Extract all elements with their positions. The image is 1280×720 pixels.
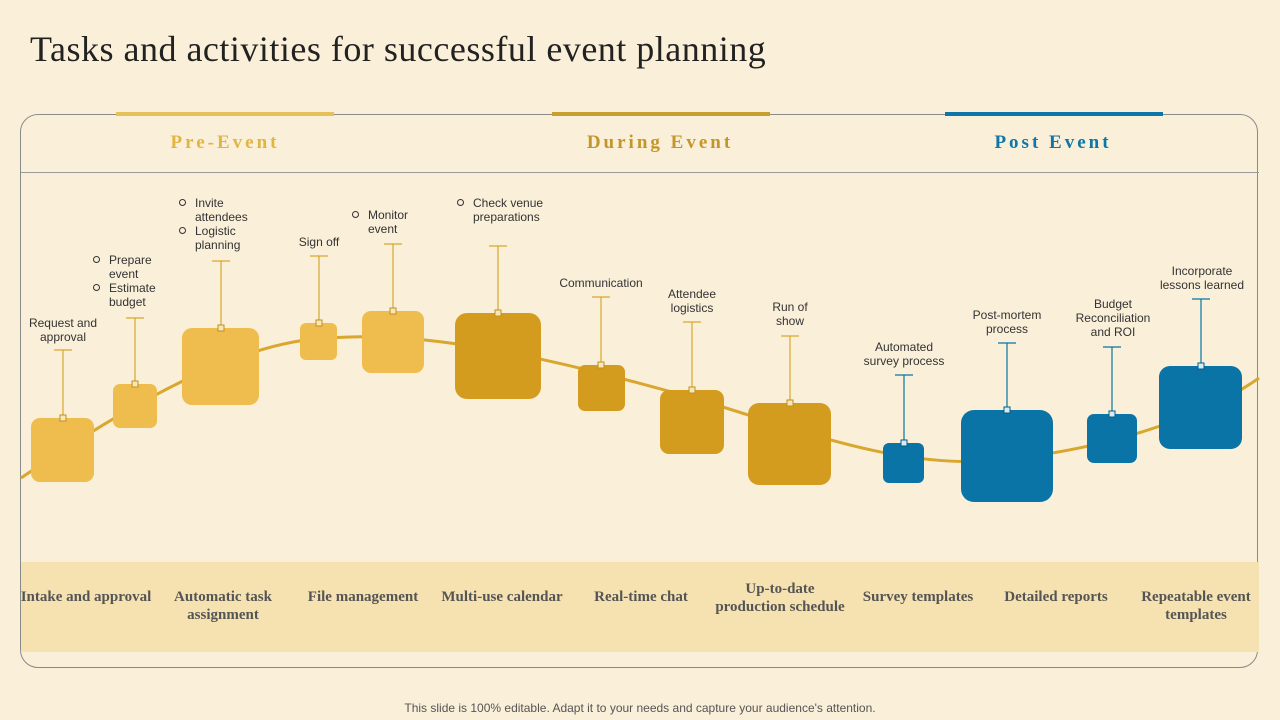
label-communication: Communication: [559, 276, 643, 290]
list-check-venue: Check venue preparations: [455, 196, 555, 224]
label-attendee-logistics: Attendee logistics: [667, 287, 717, 315]
block-communication: [578, 365, 625, 411]
block-prepare-event: [113, 384, 157, 428]
label-sign-off: Sign off: [298, 235, 340, 249]
block-automated-survey: [883, 443, 924, 483]
list-item-estimate-budget: Estimate budget: [91, 281, 163, 309]
pre-event-bar: [116, 112, 334, 116]
footer-note: This slide is 100% editable. Adapt it to…: [404, 701, 876, 715]
phase-pre-event: Pre-Event: [170, 132, 280, 153]
list-monitor-event: Monitor event: [350, 208, 430, 236]
header-divider: [21, 172, 1259, 173]
list-item-check-venue: Check venue preparations: [455, 196, 549, 224]
block-check-venue: [455, 313, 541, 399]
tool-intake-approval: Intake and approval: [20, 589, 152, 605]
label-automated-survey: Automated survey process: [863, 340, 945, 368]
label-incorporate-lessons: Incorporate lessons learned: [1159, 264, 1245, 292]
block-run-of-show: [748, 403, 831, 485]
label-post-mortem: Post-mortem process: [972, 308, 1042, 336]
block-monitor-event: [362, 311, 424, 373]
block-attendee-logistics: [660, 390, 724, 454]
list-item-logistic-planning: Logistic planning: [177, 224, 257, 252]
label-request-approval: Request and approval: [28, 316, 98, 344]
label-budget-reconciliation: Budget Reconciliation and ROI: [1075, 297, 1151, 339]
post-event-bar: [945, 112, 1163, 116]
tool-detailed-reports: Detailed reports: [1004, 589, 1108, 605]
list-invite-logistic: Invite attendees Logistic planning: [177, 196, 267, 252]
list-prepare-budget: Prepare event Estimate budget: [91, 253, 171, 309]
during-event-bar: [552, 112, 770, 116]
label-run-of-show: Run of show: [772, 300, 808, 328]
tool-survey-templates: Survey templates: [862, 589, 974, 605]
phase-during-event: During Event: [586, 132, 734, 153]
block-request-approval: [31, 418, 94, 482]
phase-post-event: Post Event: [994, 132, 1112, 153]
tool-real-time-chat: Real-time chat: [594, 589, 688, 605]
block-incorporate-lessons: [1159, 366, 1242, 449]
tool-file-management: File management: [307, 589, 419, 605]
block-post-mortem: [961, 410, 1053, 502]
block-invite-attendees: [182, 328, 259, 405]
tool-production-schedule: Up-to-date production schedule: [715, 581, 845, 615]
block-sign-off: [300, 323, 337, 360]
list-item-prepare-event: Prepare event: [91, 253, 163, 281]
tool-automatic-task-assignment: Automatic task assignment: [174, 589, 272, 623]
tool-multi-use-calendar: Multi-use calendar: [441, 589, 563, 605]
block-budget-reconciliation: [1087, 414, 1137, 463]
tools-band: [21, 562, 1259, 652]
page-title: Tasks and activities for successful even…: [30, 29, 767, 69]
list-item-invite-attendees: Invite attendees: [177, 196, 257, 224]
tool-repeatable-event-templates: Repeatable event templates: [1141, 589, 1251, 623]
list-item-monitor-event: Monitor event: [350, 208, 418, 236]
